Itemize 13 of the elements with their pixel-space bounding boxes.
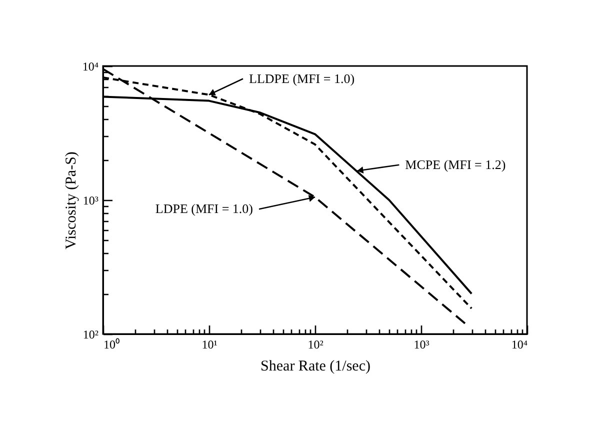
annotation: MCPE (MFI = 1.2) <box>405 156 506 172</box>
y-tick-label: 10³ <box>82 194 99 208</box>
x-tick-label: 10⁰ <box>104 338 120 352</box>
annotation: LDPE (MFI = 1.0) <box>155 201 253 216</box>
x-tick-label: 10¹ <box>202 338 218 352</box>
x-axis-title: Shear Rate (1/sec) <box>260 358 370 374</box>
x-tick-label: 10⁴ <box>511 338 528 352</box>
y-axis-title: Viscosity (Pa-S) <box>63 152 80 250</box>
annotation: LLDPE (MFI = 1.0) <box>249 70 355 86</box>
y-tick-label: 10⁴ <box>82 60 98 74</box>
x-tick-label: 10³ <box>414 338 430 352</box>
x-tick-label: 10² <box>308 338 324 352</box>
y-tick-label: 10² <box>82 328 99 342</box>
